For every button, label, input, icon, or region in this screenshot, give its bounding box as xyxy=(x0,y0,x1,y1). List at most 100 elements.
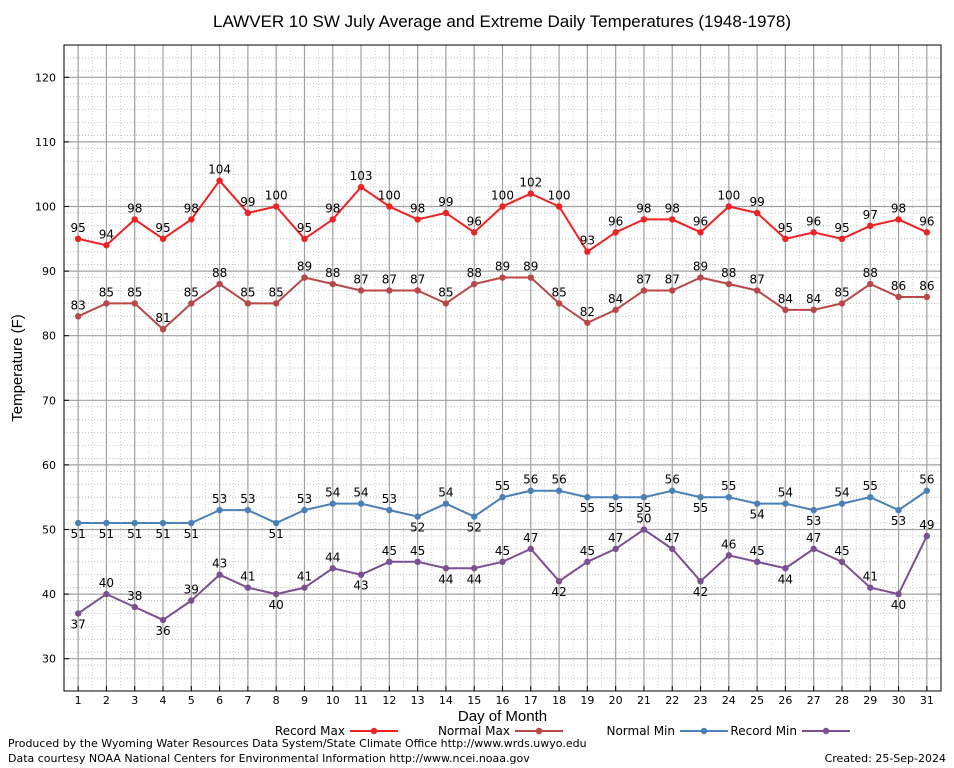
data-label: 85 xyxy=(834,285,849,299)
legend-marker xyxy=(370,727,378,735)
data-point xyxy=(782,500,789,507)
legend-item-record-max: Record Max xyxy=(275,724,398,738)
data-label: 98 xyxy=(325,201,340,215)
data-point xyxy=(244,300,252,307)
y-tick-label: 120 xyxy=(35,71,56,84)
data-point xyxy=(272,590,280,598)
data-label: 45 xyxy=(749,544,764,558)
data-point xyxy=(895,293,902,301)
data-point xyxy=(555,487,563,494)
y-tick-label: 100 xyxy=(35,201,56,214)
data-label: 52 xyxy=(467,521,482,535)
data-label: 100 xyxy=(717,189,740,203)
data-point xyxy=(612,494,619,501)
legend-item-record-min: Record Min xyxy=(730,724,850,738)
series-record-max: 95 94 98 95 98 104 99 100 95 98 103 100 98 99 96 100 102… xyxy=(71,163,934,255)
data-point xyxy=(386,558,393,565)
data-label: 95 xyxy=(778,221,793,235)
data-point xyxy=(895,590,902,598)
data-label: 96 xyxy=(919,214,934,228)
data-point xyxy=(131,216,138,223)
data-point xyxy=(188,216,195,223)
data-point xyxy=(357,183,365,191)
data-point xyxy=(386,287,393,294)
data-point xyxy=(527,487,534,494)
data-point xyxy=(131,519,138,527)
x-tick-label: 12 xyxy=(382,694,396,707)
data-label: 94 xyxy=(99,227,114,241)
data-point xyxy=(612,306,619,314)
data-label: 54 xyxy=(325,486,340,500)
data-label: 50 xyxy=(636,512,651,526)
data-label: 88 xyxy=(212,266,227,280)
data-point xyxy=(188,597,195,604)
x-tick-label: 24 xyxy=(722,694,736,707)
data-point xyxy=(697,229,704,236)
data-point xyxy=(810,229,817,236)
data-point xyxy=(753,500,761,507)
data-point xyxy=(216,571,223,578)
data-label: 97 xyxy=(863,208,878,222)
data-point xyxy=(471,513,478,520)
data-label: 56 xyxy=(551,473,566,487)
data-label: 44 xyxy=(467,572,482,586)
data-point xyxy=(301,235,308,242)
data-label: 55 xyxy=(495,479,510,493)
data-point xyxy=(753,287,761,294)
data-point xyxy=(272,203,280,210)
data-label: 42 xyxy=(693,585,708,599)
x-tick-label: 17 xyxy=(524,694,538,707)
data-label: 87 xyxy=(353,272,368,286)
x-tick-label: 1 xyxy=(75,694,82,707)
data-label: 100 xyxy=(491,189,514,203)
data-point xyxy=(499,203,506,210)
data-label: 45 xyxy=(410,544,425,558)
data-point xyxy=(216,280,223,288)
data-point xyxy=(188,300,195,307)
data-point xyxy=(244,584,252,591)
data-point xyxy=(244,209,252,217)
data-label: 85 xyxy=(438,285,453,299)
data-point xyxy=(923,487,931,494)
data-label: 55 xyxy=(580,501,595,515)
data-point xyxy=(923,532,931,540)
data-point xyxy=(499,494,506,501)
data-label: 45 xyxy=(580,544,595,558)
data-point xyxy=(584,248,591,255)
data-point xyxy=(442,300,450,307)
data-label: 41 xyxy=(240,570,255,584)
data-point xyxy=(244,506,252,514)
data-label: 99 xyxy=(240,195,255,209)
data-label: 86 xyxy=(891,279,906,293)
data-label: 98 xyxy=(636,201,651,215)
data-point xyxy=(329,565,336,572)
data-point xyxy=(357,571,365,578)
data-label: 86 xyxy=(919,279,934,293)
data-label: 51 xyxy=(99,527,114,541)
data-label: 45 xyxy=(382,544,397,558)
x-tick-label: 21 xyxy=(637,694,651,707)
data-point xyxy=(442,209,450,217)
data-label: 53 xyxy=(891,514,906,528)
x-tick-label: 13 xyxy=(411,694,425,707)
data-point xyxy=(555,203,563,210)
data-point xyxy=(103,519,110,527)
footer-created: Created: 25-Sep-2024 xyxy=(824,752,946,765)
data-label: 99 xyxy=(749,195,764,209)
data-label: 52 xyxy=(410,521,425,535)
data-point xyxy=(838,300,846,307)
data-label: 44 xyxy=(325,550,340,564)
data-label: 56 xyxy=(919,473,934,487)
data-point xyxy=(414,216,421,223)
x-tick-label: 23 xyxy=(694,694,708,707)
data-label: 38 xyxy=(127,589,142,603)
data-point xyxy=(74,235,82,242)
data-point xyxy=(442,565,450,572)
data-point xyxy=(414,558,421,565)
data-label: 53 xyxy=(806,514,821,528)
data-label: 85 xyxy=(240,285,255,299)
data-label: 100 xyxy=(548,189,571,203)
data-point xyxy=(612,545,619,553)
data-point xyxy=(527,190,534,197)
